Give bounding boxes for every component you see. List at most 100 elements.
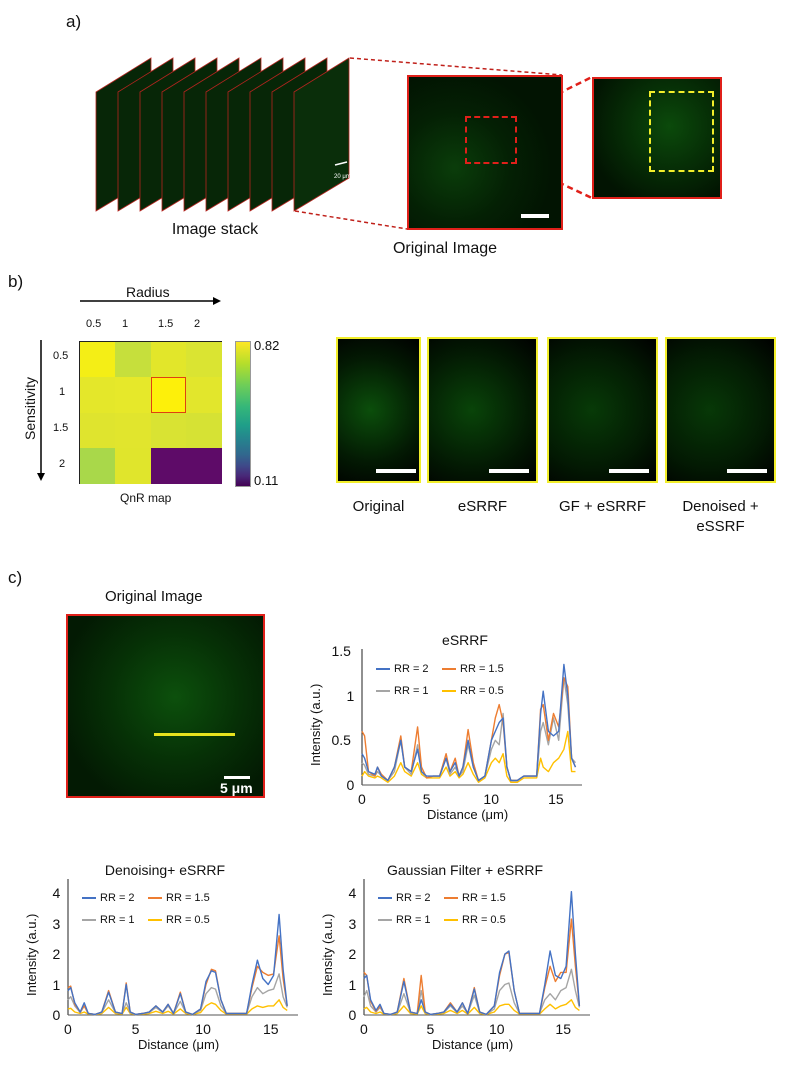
panel-b-label: b)	[8, 272, 24, 291]
plot-area	[67, 879, 298, 1016]
legend-item: RR = 1	[82, 914, 135, 926]
sensitivity-tick: 0.5	[53, 350, 69, 362]
stack-slice	[293, 57, 350, 212]
y-axis-title: Intensity (a.u.)	[24, 913, 39, 996]
legend-label: RR = 1.5	[166, 892, 210, 904]
image-stack-caption: Image stack	[171, 221, 259, 238]
stack-slices: 20 μm	[95, 57, 351, 212]
y-tick-label: 0	[52, 1007, 61, 1023]
y-tick-label: 1	[348, 976, 357, 993]
chart-title: eSRRF	[442, 632, 488, 648]
x-tick-label: 0	[358, 791, 366, 807]
legend-label: RR = 1	[396, 914, 431, 926]
scale-bar	[521, 214, 549, 218]
legend-swatch	[378, 919, 392, 921]
sensitivity-tick: 1	[59, 386, 66, 398]
radius-tick: 1.5	[158, 318, 174, 330]
y-axis-title: Intensity (a.u.)	[308, 683, 323, 766]
legend-item: RR = 1	[376, 685, 429, 697]
x-tick-label: 5	[426, 1021, 435, 1037]
legend-label: RR = 0.5	[462, 914, 506, 926]
x-axis-title: Distance (μm)	[138, 1037, 220, 1052]
heatmap-cell	[80, 412, 116, 449]
heatmap-cell	[150, 377, 187, 414]
x-tick-label: 0	[64, 1021, 72, 1037]
x-tick-label: 0	[360, 1021, 368, 1037]
legend-item: RR = 1.5	[148, 892, 210, 904]
x-tick-label: 5	[131, 1021, 140, 1037]
y-tick-label: 2	[52, 946, 61, 963]
heatmap-cell	[185, 447, 222, 484]
legend-swatch	[376, 690, 390, 692]
original-image-title: Original Image	[105, 588, 203, 605]
y-tick-label: 0	[346, 777, 355, 793]
legend-item: RR = 1.5	[442, 663, 504, 675]
line-profile	[154, 733, 235, 736]
legend-label: RR = 1	[394, 685, 429, 697]
legend-item: RR = 2	[82, 892, 135, 904]
heatmap-cell	[150, 447, 187, 484]
method-panel-image	[547, 337, 658, 483]
legend-swatch	[444, 897, 458, 899]
plot-area	[361, 649, 582, 786]
colorbar	[235, 341, 251, 487]
x-axis-title: Distance (μm)	[427, 807, 509, 822]
y-tick-label: 3	[348, 915, 357, 932]
legend-swatch	[376, 668, 390, 670]
tissue-texture	[68, 616, 263, 796]
heatmap-cell	[80, 377, 116, 414]
qnr-heatmap	[79, 341, 222, 484]
series-line	[361, 663, 577, 782]
heatmap-cell	[185, 412, 222, 449]
method-panel-image	[665, 337, 776, 483]
legend-item: RR = 1.5	[444, 892, 506, 904]
scale-bar	[727, 469, 767, 473]
colorbar-min: 0.11	[254, 473, 279, 488]
chart-title: Gaussian Filter + eSRRF	[387, 862, 543, 878]
x-tick-label: 15	[555, 1021, 571, 1037]
method-panel-caption: Original	[352, 498, 405, 515]
selected-cell-highlight	[150, 377, 186, 413]
stack-scale-bar-label: 20 μm	[334, 174, 351, 180]
heatmap-cell	[80, 447, 116, 484]
x-tick-label: 5	[422, 791, 431, 807]
heatmap-cell	[150, 342, 187, 378]
y-tick-label: 4	[348, 885, 357, 902]
legend-swatch	[442, 668, 456, 670]
legend-item: RR = 0.5	[148, 914, 210, 926]
scale-bar	[376, 469, 416, 473]
legend-item: RR = 2	[378, 892, 431, 904]
plot-area	[363, 879, 590, 1016]
heatmap-cell	[115, 377, 152, 414]
legend-label: RR = 2	[394, 663, 429, 675]
zoomed-roi-image	[592, 77, 722, 199]
y-tick-label: 3	[52, 915, 61, 932]
colorbar-max: 0.82	[254, 338, 280, 353]
sensitivity-arrow	[37, 340, 45, 481]
method-panel-caption: eSRRF	[457, 498, 508, 515]
legend-label: RR = 1.5	[462, 892, 506, 904]
series-line	[67, 913, 288, 1016]
tissue-texture	[594, 79, 720, 197]
image-stack: 20 μm	[0, 0, 400, 260]
legend-swatch	[82, 919, 96, 921]
legend-label: RR = 2	[100, 892, 135, 904]
qnr-map-caption: QnR map	[120, 491, 172, 505]
radius-tick: 0.5	[86, 318, 102, 330]
y-axis-title: Intensity (a.u.)	[320, 913, 335, 996]
legend-swatch	[442, 690, 456, 692]
radius-arrow	[80, 297, 221, 305]
heatmap-cell	[115, 342, 152, 378]
heatmap-cell	[150, 412, 187, 449]
chart-denoising-esrrf: Denoising+ eSRRF 0 1 2 3 4 0 5 10 15 Distance (μm)…	[0, 840, 300, 1071]
heatmap-cell	[185, 377, 222, 414]
y-tick-label: 0	[348, 1007, 357, 1023]
y-tick-label: 2	[348, 946, 357, 963]
method-panel-image	[427, 337, 538, 483]
panel-c-label: c)	[8, 568, 23, 587]
legend-label: RR = 1	[100, 914, 135, 926]
y-tick-label: 1	[346, 687, 355, 704]
legend-swatch	[378, 897, 392, 899]
scale-bar	[609, 469, 649, 473]
original-image-a	[407, 75, 563, 230]
